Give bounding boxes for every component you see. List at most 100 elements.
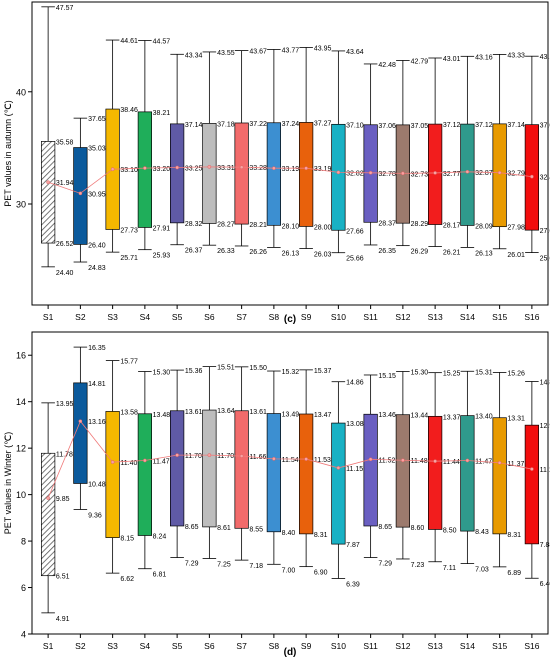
median-point	[497, 170, 502, 175]
y-axis-label: PET values in autumn (℃)	[3, 100, 13, 206]
min-label: 25.67	[540, 256, 550, 263]
max-label: 15.31	[475, 369, 493, 376]
max-label: 43.67	[249, 49, 267, 56]
max-label: 15.32	[282, 369, 300, 376]
box-S4	[137, 413, 152, 536]
x-tick-label: S6	[204, 312, 215, 322]
q3-label: 13.31	[507, 416, 525, 423]
q3-label: 13.49	[282, 412, 300, 419]
median-label: 33.28	[249, 165, 267, 172]
q3-label: 14.81	[88, 381, 106, 388]
min-label: 4.91	[56, 616, 70, 623]
panel-label: (d)	[284, 647, 297, 658]
max-label: 37.65	[88, 116, 106, 123]
q3-label: 13.61	[249, 409, 267, 416]
box-S6	[202, 123, 217, 224]
median-trend-line	[47, 420, 532, 499]
box-S9	[299, 122, 314, 227]
median-point	[46, 496, 50, 500]
x-tick-label: S4	[140, 641, 151, 651]
max-label: 15.15	[378, 373, 396, 380]
median-point	[433, 459, 437, 464]
min-label: 6.89	[507, 570, 521, 577]
median-point	[272, 166, 276, 171]
x-tick-label: S9	[301, 312, 312, 322]
q3-label: 37.06	[378, 123, 396, 130]
min-label: 26.01	[507, 252, 525, 259]
median-point	[497, 460, 502, 465]
min-label: 26.03	[314, 252, 332, 259]
median-point	[239, 454, 244, 458]
median-label: 11.15	[346, 466, 363, 473]
x-tick-label: S3	[107, 312, 118, 322]
min-label: 6.62	[120, 576, 134, 583]
median-point	[78, 191, 83, 196]
x-tick-label: S5	[172, 641, 183, 651]
box-S7	[234, 410, 249, 529]
x-tick-label: S5	[172, 312, 183, 322]
max-label: 42.79	[411, 58, 429, 65]
x-tick-label: S8	[269, 312, 280, 322]
q3-label: 38.21	[153, 110, 171, 117]
max-label: 47.57	[56, 5, 74, 12]
panel-label: (c)	[284, 314, 296, 325]
q1-label: 8.31	[314, 532, 328, 539]
y-tick-label: 12	[16, 444, 26, 454]
x-tick-label: S14	[460, 641, 475, 651]
max-label: 16.35	[88, 345, 106, 352]
median-label: 33.31	[217, 165, 235, 172]
x-tick-label: S8	[269, 641, 280, 651]
median-label: 11.40	[120, 460, 137, 467]
min-label: 25.93	[153, 253, 171, 260]
min-label: 26.13	[475, 250, 493, 257]
box-S10	[331, 123, 346, 231]
y-tick-label: 30	[16, 200, 26, 210]
min-label: 26.26	[249, 249, 267, 256]
y-tick-label: 14	[16, 397, 26, 407]
median-label: 11.47	[153, 458, 170, 465]
q1-label: 28.09	[475, 223, 493, 230]
max-label: 15.30	[411, 369, 429, 376]
q3-label: 12.99	[540, 423, 550, 430]
median-label: 11.70	[185, 453, 202, 460]
x-tick-label: S15	[492, 312, 507, 322]
plot-frame	[31, 1, 549, 306]
q1-label: 28.00	[314, 224, 332, 231]
median-label: 9.85	[56, 496, 70, 503]
box-S15	[492, 123, 507, 228]
x-tick-label: S4	[140, 312, 151, 322]
box-S3	[105, 411, 120, 538]
q3-label: 37.14	[507, 122, 525, 129]
x-tick-label: S6	[204, 641, 215, 651]
median-point	[207, 165, 212, 169]
y-tick-label: 8	[21, 537, 26, 547]
x-tick-label: S12	[395, 641, 410, 651]
q1-label: 8.65	[378, 524, 392, 531]
min-label: 24.40	[56, 270, 74, 277]
box-S5	[170, 410, 185, 527]
q1-label: 28.10	[282, 223, 300, 230]
median-point	[304, 457, 308, 461]
min-label: 26.29	[411, 249, 429, 256]
max-label: 43.64	[346, 49, 364, 56]
box-S12	[395, 414, 410, 528]
median-point	[175, 165, 179, 170]
q3-label: 13.44	[411, 413, 429, 420]
q1-label: 27.66	[346, 228, 364, 235]
box-S9	[299, 413, 314, 535]
q1-label: 8.65	[185, 524, 199, 531]
median-label: 31.94	[56, 180, 74, 187]
max-label: 15.37	[314, 368, 332, 375]
y-axis-label: PET values in Winter (℃)	[3, 432, 13, 534]
plot-frame	[31, 331, 549, 635]
q1-label: 8.50	[443, 527, 457, 534]
median-label: 11.53	[314, 457, 331, 464]
q1-label: 8.43	[475, 529, 489, 536]
max-label: 13.95	[56, 401, 74, 408]
median-label: 33.25	[185, 166, 203, 173]
median-point	[46, 180, 50, 185]
q1-label: 7.87	[346, 542, 360, 549]
median-point	[207, 453, 212, 457]
q3-label: 38.46	[120, 107, 138, 114]
